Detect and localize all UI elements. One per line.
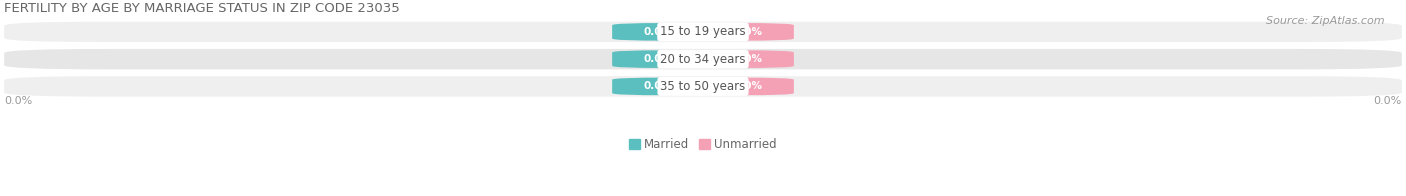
Text: 0.0%: 0.0% xyxy=(643,27,672,37)
Text: 20 to 34 years: 20 to 34 years xyxy=(661,53,745,66)
Text: 0.0%: 0.0% xyxy=(4,96,32,106)
Text: 15 to 19 years: 15 to 19 years xyxy=(661,25,745,38)
FancyBboxPatch shape xyxy=(703,78,794,95)
Text: 0.0%: 0.0% xyxy=(734,81,763,91)
Text: Source: ZipAtlas.com: Source: ZipAtlas.com xyxy=(1267,16,1385,26)
Text: 0.0%: 0.0% xyxy=(643,81,672,91)
Text: FERTILITY BY AGE BY MARRIAGE STATUS IN ZIP CODE 23035: FERTILITY BY AGE BY MARRIAGE STATUS IN Z… xyxy=(4,2,399,15)
FancyBboxPatch shape xyxy=(703,23,794,41)
Text: 35 to 50 years: 35 to 50 years xyxy=(661,80,745,93)
Text: 0.0%: 0.0% xyxy=(734,54,763,64)
Text: 0.0%: 0.0% xyxy=(734,27,763,37)
FancyBboxPatch shape xyxy=(4,22,1402,42)
FancyBboxPatch shape xyxy=(703,50,794,68)
FancyBboxPatch shape xyxy=(4,49,1402,69)
Text: 0.0%: 0.0% xyxy=(1374,96,1402,106)
FancyBboxPatch shape xyxy=(612,50,703,68)
FancyBboxPatch shape xyxy=(612,78,703,95)
FancyBboxPatch shape xyxy=(4,76,1402,97)
Legend: Married, Unmarried: Married, Unmarried xyxy=(624,133,782,156)
Text: 0.0%: 0.0% xyxy=(643,54,672,64)
FancyBboxPatch shape xyxy=(612,23,703,41)
